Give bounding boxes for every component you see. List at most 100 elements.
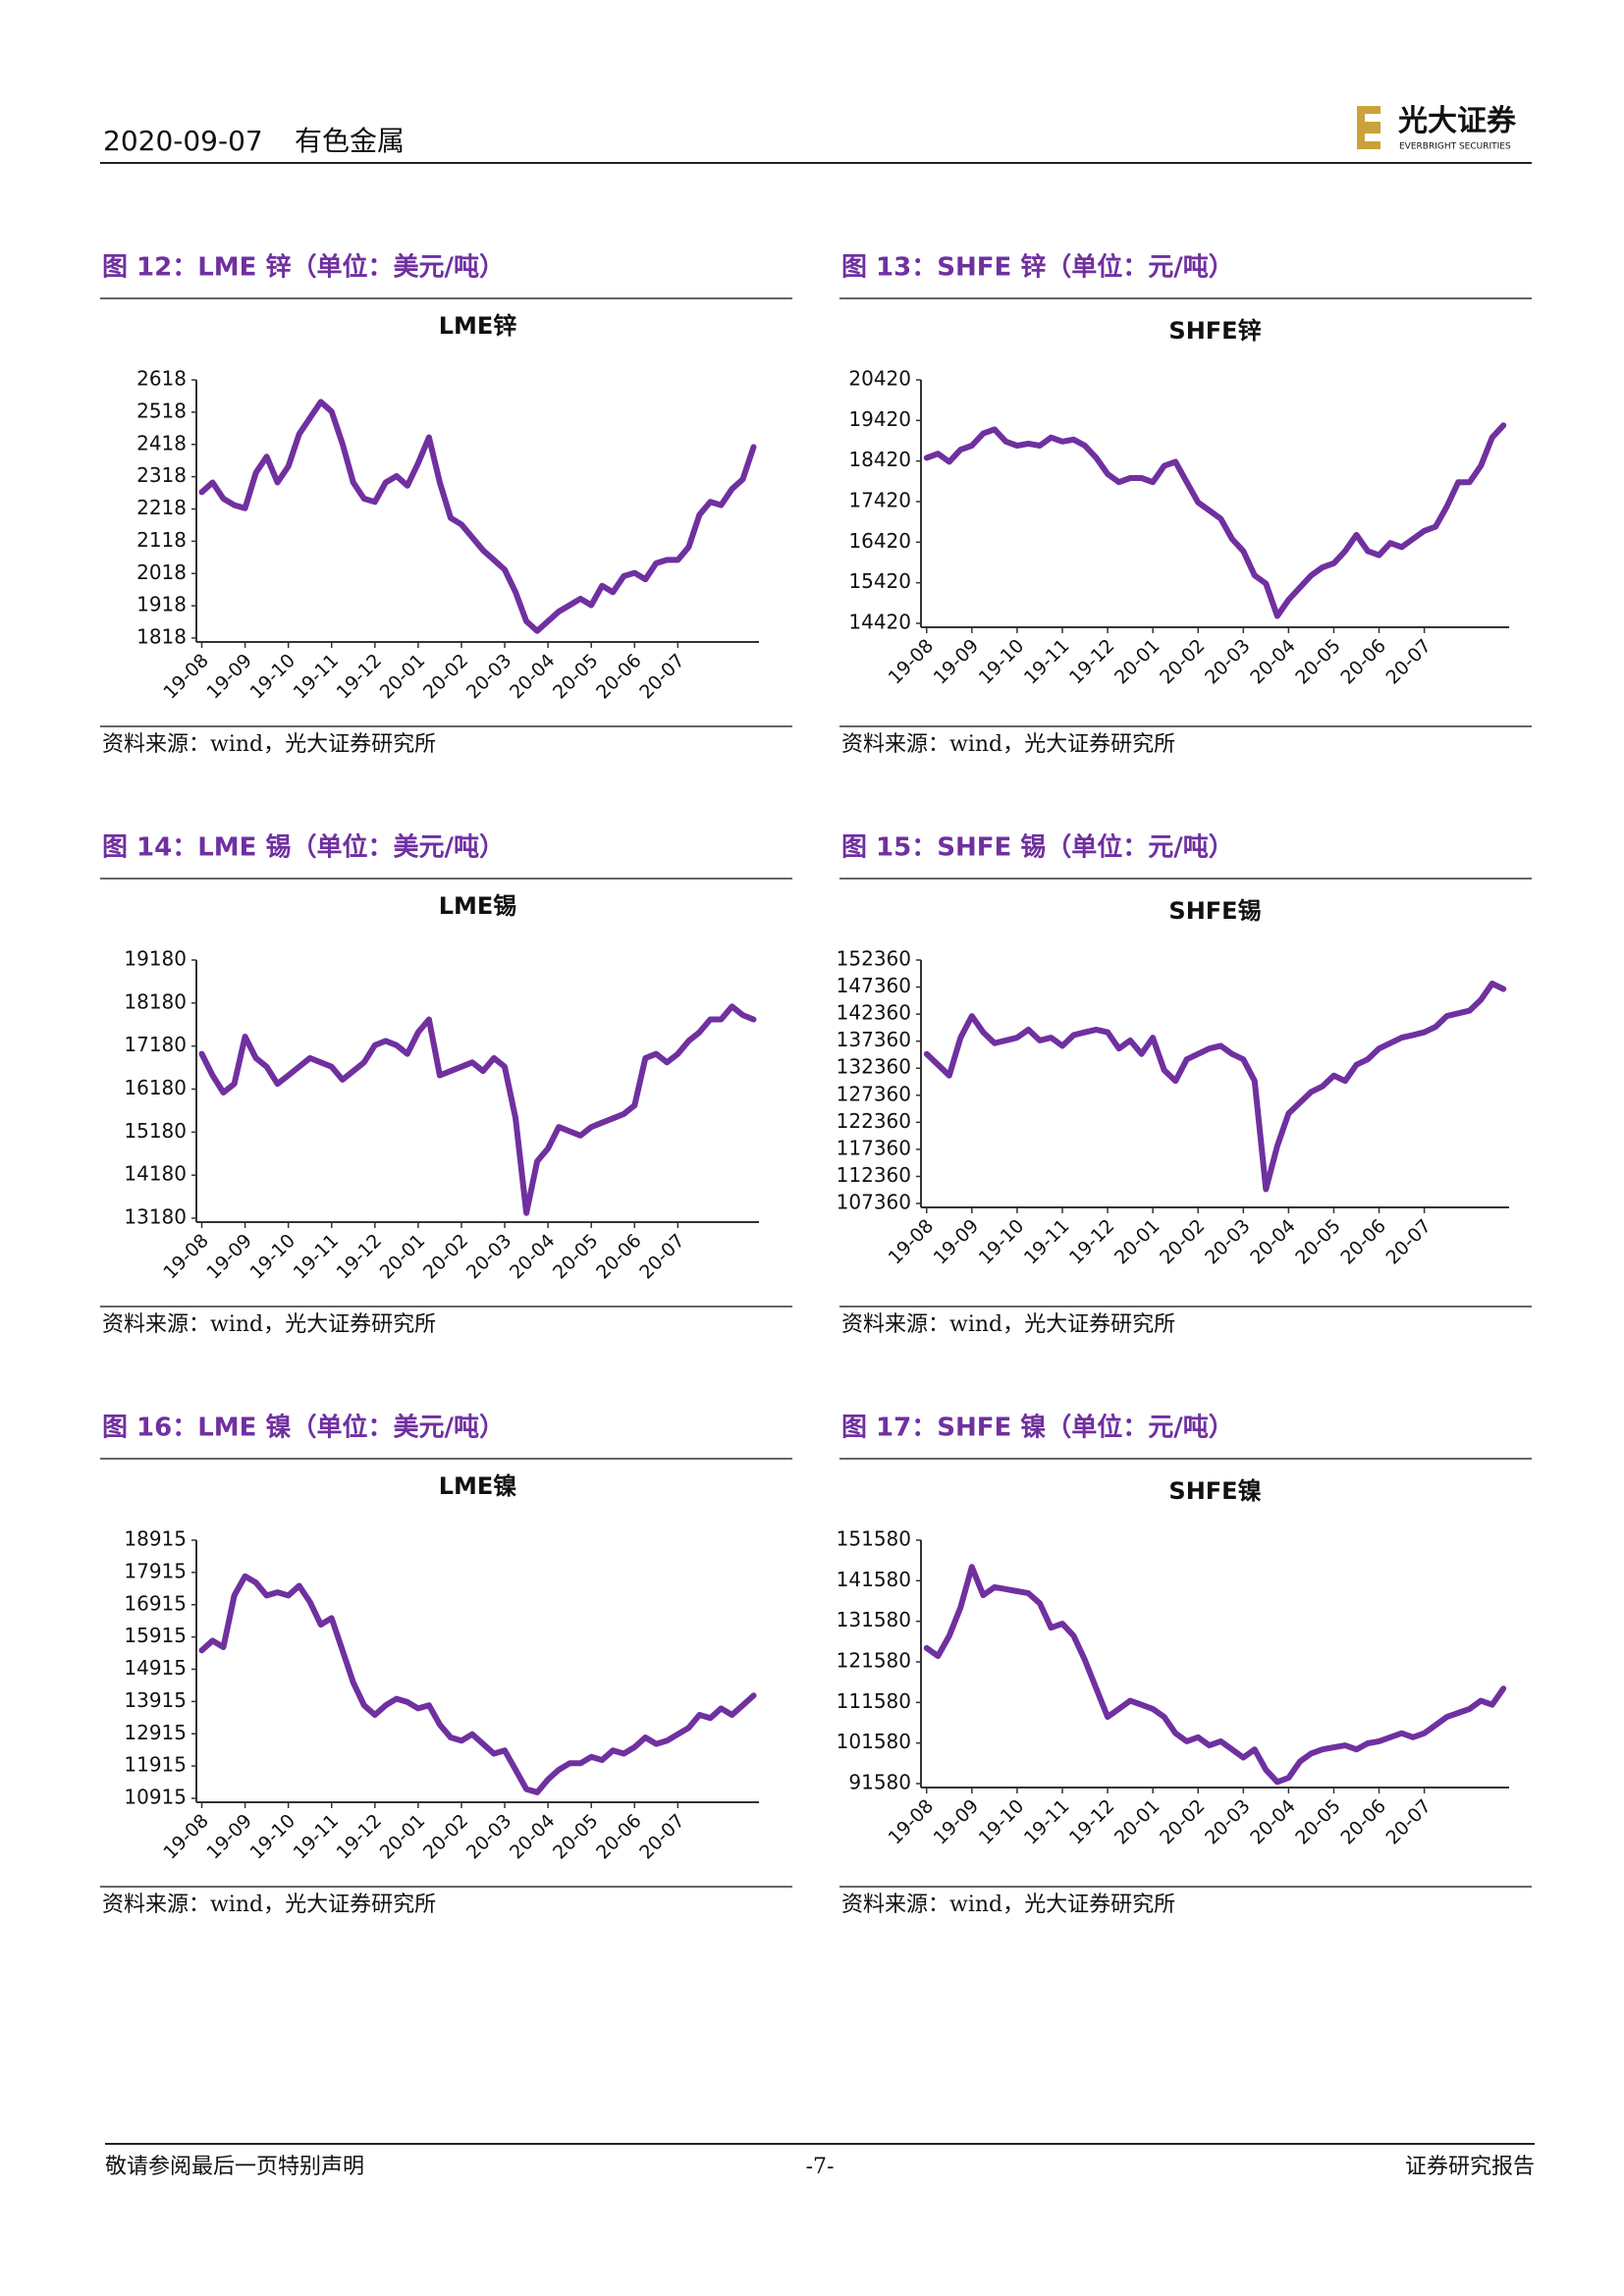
y-tick-label: 2118 [136,528,187,552]
figure: 图 12：LME 锌（单位：美元/吨） LME锌 1818 1918 2018 2118 2… [100,252,792,757]
y-tick-label: 12915 [124,1721,187,1744]
y-tick-label: 91580 [848,1771,911,1794]
chart-title: SHFE镍 [1168,1477,1261,1505]
x-tick-label: 20-05 [549,650,603,704]
y-tick-label: 14420 [848,611,911,634]
x-tick-label: 20-06 [592,1230,646,1284]
x-tick-label: 20-04 [506,1810,560,1864]
y-tick-label: 13180 [124,1205,187,1229]
x-tick-label: 20-03 [462,1230,516,1284]
y-tick-label: 14915 [124,1656,187,1680]
x-tick-label: 20-06 [1336,1795,1390,1849]
y-tick-label: 18915 [124,1527,187,1551]
y-tick-label: 17915 [124,1559,187,1582]
x-tick-label: 19-08 [885,635,939,689]
figure-caption: 图 17：SHFE 镍（单位：元/吨） [841,1413,1234,1443]
logo-mark [1357,106,1380,149]
y-tick-label: 11915 [124,1753,187,1777]
x-tick-label: 19-10 [245,1810,299,1864]
x-tick-label: 19-08 [159,1810,213,1864]
x-tick-label: 20-05 [1291,1215,1345,1269]
y-tick-label: 19420 [848,407,911,431]
x-tick-label: 20-04 [506,650,560,704]
figure-source: 资料来源：wind，光大证券研究所 [102,732,436,757]
figure-source: 资料来源：wind，光大证券研究所 [841,1893,1175,1917]
x-tick-label: 20-07 [635,1230,689,1284]
x-tick-label: 20-03 [462,1810,516,1864]
x-tick-label: 20-07 [1381,635,1435,689]
figure: 图 16：LME 镍（单位：美元/吨） LME镍 10915 11915 12915 13… [100,1413,792,1917]
y-tick-label: 16420 [848,529,911,553]
page-number: -7- [806,2155,835,2179]
footer-label: 证券研究报告 [1405,2155,1535,2179]
x-tick-label: 20-02 [1156,1795,1210,1849]
logo-name: 光大证券 [1398,104,1517,138]
x-tick-label: 20-01 [1110,1795,1164,1849]
x-tick-label: 20-03 [462,650,516,704]
y-tick-label: 1918 [136,593,187,616]
y-tick-label: 18420 [848,448,911,471]
report-date: 2020-09-07 [103,125,263,157]
x-tick-label: 19-10 [245,1230,299,1284]
y-tick-label: 20420 [848,367,911,391]
y-tick-label: 122360 [837,1109,911,1133]
chart-title: SHFE锌 [1168,317,1261,345]
x-tick-label: 20-04 [1246,635,1300,689]
figure: 图 14：LME 锡（单位：美元/吨） LME锡 13180 14180 15180 16… [100,832,792,1337]
y-tick-label: 18180 [124,989,187,1013]
x-tick-label: 20-02 [1156,635,1210,689]
x-tick-label: 20-01 [1110,635,1164,689]
y-tick-label: 15420 [848,569,911,593]
figure: 图 15：SHFE 锡（单位：元/吨） SHFE锡 107360 112360 1173… [837,832,1532,1337]
x-tick-label: 19-10 [975,635,1029,689]
x-tick-label: 20-04 [1246,1795,1300,1849]
y-tick-label: 137360 [837,1028,911,1051]
figure-source: 资料来源：wind，光大证券研究所 [102,1893,436,1917]
x-tick-label: 20-01 [376,1230,430,1284]
x-tick-label: 20-07 [635,650,689,704]
chart-title: SHFE锡 [1168,897,1261,925]
x-tick-label: 19-12 [1065,635,1119,689]
x-tick-label: 19-09 [202,1230,256,1284]
price-line [923,1564,1507,1786]
chart-title: LME镍 [439,1472,517,1500]
x-tick-label: 19-10 [975,1795,1029,1849]
x-tick-label: 19-09 [930,1215,984,1269]
x-tick-label: 20-02 [419,1230,473,1284]
logo: 光大证券 EVERBRIGHT SECURITIES [1357,104,1517,152]
figure: 图 13：SHFE 锌（单位：元/吨） SHFE锌 14420 15420 16420 1… [839,252,1532,757]
x-tick-label: 20-01 [376,1810,430,1864]
figure-source: 资料来源：wind，光大证券研究所 [102,1312,436,1337]
x-tick-label: 20-02 [419,650,473,704]
x-tick-label: 20-05 [1291,1795,1345,1849]
y-tick-label: 121580 [837,1649,911,1673]
y-tick-label: 2618 [136,367,187,391]
x-tick-label: 19-11 [290,650,344,704]
y-tick-label: 17420 [848,489,911,512]
x-tick-label: 20-04 [1246,1215,1300,1269]
y-tick-label: 127360 [837,1082,911,1105]
price-line [198,399,757,634]
y-tick-label: 15180 [124,1119,187,1143]
y-tick-label: 101580 [837,1730,911,1753]
y-tick-label: 2018 [136,561,187,584]
x-tick-label: 19-10 [245,650,299,704]
x-tick-label: 19-11 [1020,1215,1074,1269]
x-tick-label: 19-08 [159,1230,213,1284]
x-tick-label: 19-10 [975,1215,1029,1269]
y-tick-label: 13915 [124,1688,187,1712]
x-tick-label: 19-12 [1065,1795,1119,1849]
x-tick-label: 19-09 [930,635,984,689]
y-tick-label: 132360 [837,1055,911,1079]
price-line [198,1003,757,1216]
x-tick-label: 19-08 [885,1215,939,1269]
x-tick-label: 19-09 [202,650,256,704]
x-tick-label: 20-02 [419,1810,473,1864]
x-tick-label: 19-09 [202,1810,256,1864]
logo-mark-gap [1365,133,1380,141]
y-tick-label: 14180 [124,1162,187,1186]
x-tick-label: 20-05 [1291,635,1345,689]
figure-caption: 图 13：SHFE 锌（单位：元/吨） [841,252,1234,283]
figure-caption: 图 15：SHFE 锡（单位：元/吨） [841,832,1234,863]
x-tick-label: 19-08 [885,1795,939,1849]
